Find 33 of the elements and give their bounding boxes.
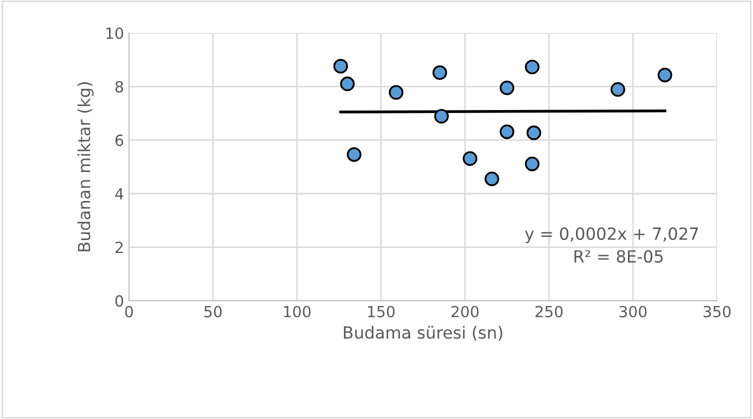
point	[524, 156, 540, 172]
point	[388, 85, 404, 100]
x-tick-label: 200	[452, 306, 479, 318]
point	[658, 68, 672, 82]
y-tick-label: 10	[106, 27, 124, 40]
point	[500, 124, 514, 140]
point	[524, 60, 540, 74]
annotation: R² = 8E-05	[574, 250, 663, 263]
point	[340, 76, 355, 92]
x-tick-label: 350	[704, 306, 731, 318]
x-tick-label: 0	[125, 306, 133, 318]
y-tick-label: 0	[115, 295, 124, 307]
y-tick-label: 6	[115, 134, 124, 146]
x-tick-label: 100	[284, 306, 311, 318]
point	[333, 58, 348, 74]
point	[484, 172, 500, 186]
x-tick-label: 50	[204, 306, 222, 318]
point	[526, 126, 542, 140]
point	[462, 151, 478, 166]
point	[432, 65, 448, 80]
point	[610, 82, 626, 97]
y-tick-label: 2	[116, 242, 123, 253]
annotation: y = 0,0002x + 7,027	[524, 227, 698, 244]
x-tick-label: 150	[368, 306, 395, 318]
x-tick-label: 250	[536, 306, 563, 318]
y-axis-title: Budanan miktar (kg)	[77, 82, 94, 252]
y-tick-label: 8	[115, 81, 124, 93]
x-axis-title: Budama süresi (sn)	[344, 326, 502, 341]
point	[346, 147, 362, 162]
x-tick-label: 300	[620, 306, 647, 318]
y-tick-label: 4	[115, 188, 124, 200]
point	[500, 80, 514, 96]
point	[434, 108, 449, 124]
